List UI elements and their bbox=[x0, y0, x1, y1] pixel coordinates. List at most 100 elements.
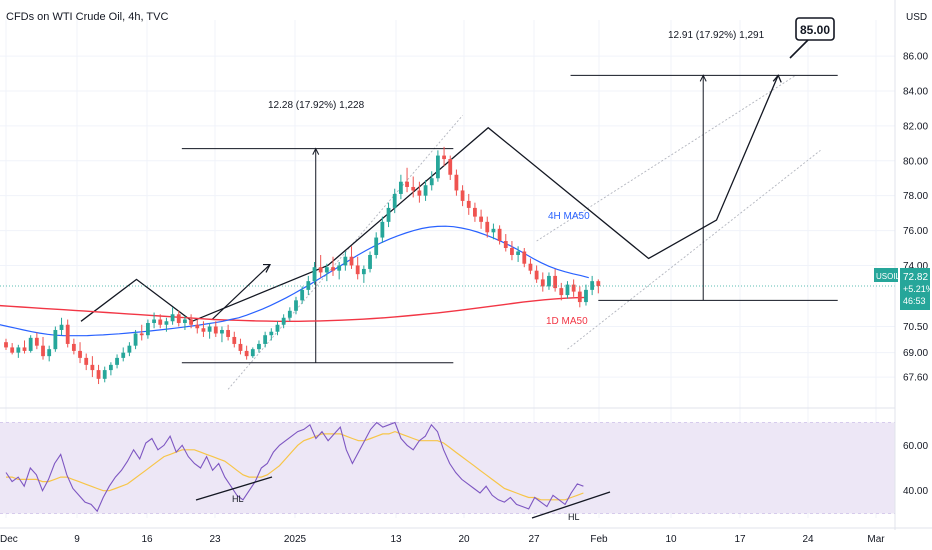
candle[interactable] bbox=[281, 314, 286, 329]
candle[interactable] bbox=[41, 336, 45, 360]
candle[interactable] bbox=[108, 362, 113, 376]
candle[interactable] bbox=[349, 246, 354, 269]
candle[interactable] bbox=[571, 279, 576, 297]
candle[interactable] bbox=[318, 254, 323, 278]
candle[interactable] bbox=[96, 364, 101, 385]
candle[interactable] bbox=[250, 347, 255, 358]
candle[interactable] bbox=[374, 232, 379, 259]
candle[interactable] bbox=[553, 268, 558, 292]
candle[interactable] bbox=[158, 314, 163, 329]
candle[interactable] bbox=[59, 317, 64, 336]
candle[interactable] bbox=[528, 258, 533, 275]
candle[interactable] bbox=[386, 202, 391, 228]
candle[interactable] bbox=[22, 340, 27, 354]
candle[interactable] bbox=[540, 272, 545, 292]
candle[interactable] bbox=[152, 312, 156, 329]
candle[interactable] bbox=[127, 342, 132, 357]
candle[interactable] bbox=[306, 275, 311, 296]
candle[interactable] bbox=[16, 344, 21, 358]
candle[interactable] bbox=[207, 323, 212, 339]
candle[interactable] bbox=[534, 265, 539, 283]
candle[interactable] bbox=[115, 354, 119, 369]
candle[interactable] bbox=[28, 335, 33, 353]
candle[interactable] bbox=[183, 316, 187, 330]
candle[interactable] bbox=[312, 261, 317, 285]
candle[interactable] bbox=[380, 216, 385, 243]
candle[interactable] bbox=[244, 345, 249, 360]
candle[interactable] bbox=[139, 324, 144, 341]
candle[interactable] bbox=[189, 314, 193, 329]
candle[interactable] bbox=[220, 326, 224, 343]
candle[interactable] bbox=[170, 307, 175, 325]
candle[interactable] bbox=[516, 246, 521, 262]
candle[interactable] bbox=[294, 296, 298, 315]
candle[interactable] bbox=[337, 261, 342, 280]
candle[interactable] bbox=[442, 146, 446, 167]
candle[interactable] bbox=[436, 150, 440, 182]
candle[interactable] bbox=[460, 185, 465, 207]
candle[interactable] bbox=[300, 286, 305, 304]
candle[interactable] bbox=[368, 251, 372, 273]
candle[interactable] bbox=[596, 279, 601, 294]
candle[interactable] bbox=[473, 202, 477, 222]
candle[interactable] bbox=[547, 272, 551, 290]
candle[interactable] bbox=[121, 347, 126, 362]
candle[interactable] bbox=[133, 329, 138, 350]
candle[interactable] bbox=[398, 174, 403, 200]
candle[interactable] bbox=[10, 343, 15, 355]
candle[interactable] bbox=[287, 307, 292, 322]
candle[interactable] bbox=[590, 275, 595, 296]
candle[interactable] bbox=[47, 345, 52, 362]
candle[interactable] bbox=[257, 340, 261, 353]
candle[interactable] bbox=[411, 176, 416, 198]
candle[interactable] bbox=[485, 216, 490, 238]
candle[interactable] bbox=[4, 338, 8, 351]
candle[interactable] bbox=[522, 248, 527, 268]
candle[interactable] bbox=[275, 321, 280, 336]
candle[interactable] bbox=[71, 338, 76, 355]
candle[interactable] bbox=[392, 188, 397, 214]
candle[interactable] bbox=[201, 321, 206, 337]
candle[interactable] bbox=[232, 331, 237, 348]
candle[interactable] bbox=[510, 241, 514, 261]
candle[interactable] bbox=[78, 342, 82, 364]
candle[interactable] bbox=[454, 169, 459, 196]
candle[interactable] bbox=[584, 284, 588, 306]
candle[interactable] bbox=[577, 286, 582, 308]
candle[interactable] bbox=[565, 281, 570, 299]
zigzag-leg-arrowhead bbox=[263, 263, 271, 273]
candle[interactable] bbox=[238, 338, 243, 355]
candle[interactable] bbox=[361, 265, 366, 283]
candle[interactable] bbox=[405, 167, 409, 193]
candlestick-series[interactable] bbox=[0, 146, 895, 385]
candle[interactable] bbox=[497, 225, 502, 245]
candle[interactable] bbox=[448, 155, 453, 180]
candle[interactable] bbox=[269, 328, 274, 341]
target-callout[interactable] bbox=[789, 17, 835, 59]
candle[interactable] bbox=[164, 317, 169, 332]
candle[interactable] bbox=[331, 256, 335, 276]
candle[interactable] bbox=[479, 209, 483, 229]
candle[interactable] bbox=[355, 256, 360, 280]
candle[interactable] bbox=[53, 326, 58, 352]
candle[interactable] bbox=[503, 234, 508, 252]
candle[interactable] bbox=[466, 193, 471, 215]
candle[interactable] bbox=[34, 332, 39, 350]
candle[interactable] bbox=[263, 331, 268, 348]
candle[interactable] bbox=[176, 310, 181, 327]
candle[interactable] bbox=[195, 319, 200, 334]
candle[interactable] bbox=[146, 319, 150, 339]
candle[interactable] bbox=[324, 263, 329, 282]
candle[interactable] bbox=[417, 181, 422, 203]
candle[interactable] bbox=[423, 179, 428, 201]
candle[interactable] bbox=[84, 353, 89, 371]
candle[interactable] bbox=[102, 366, 107, 383]
candle[interactable] bbox=[429, 171, 434, 191]
candle[interactable] bbox=[90, 356, 95, 378]
candle[interactable] bbox=[491, 223, 496, 240]
candle[interactable] bbox=[343, 251, 348, 271]
candle[interactable] bbox=[226, 324, 231, 341]
candle[interactable] bbox=[213, 321, 218, 337]
candle[interactable] bbox=[65, 319, 70, 348]
